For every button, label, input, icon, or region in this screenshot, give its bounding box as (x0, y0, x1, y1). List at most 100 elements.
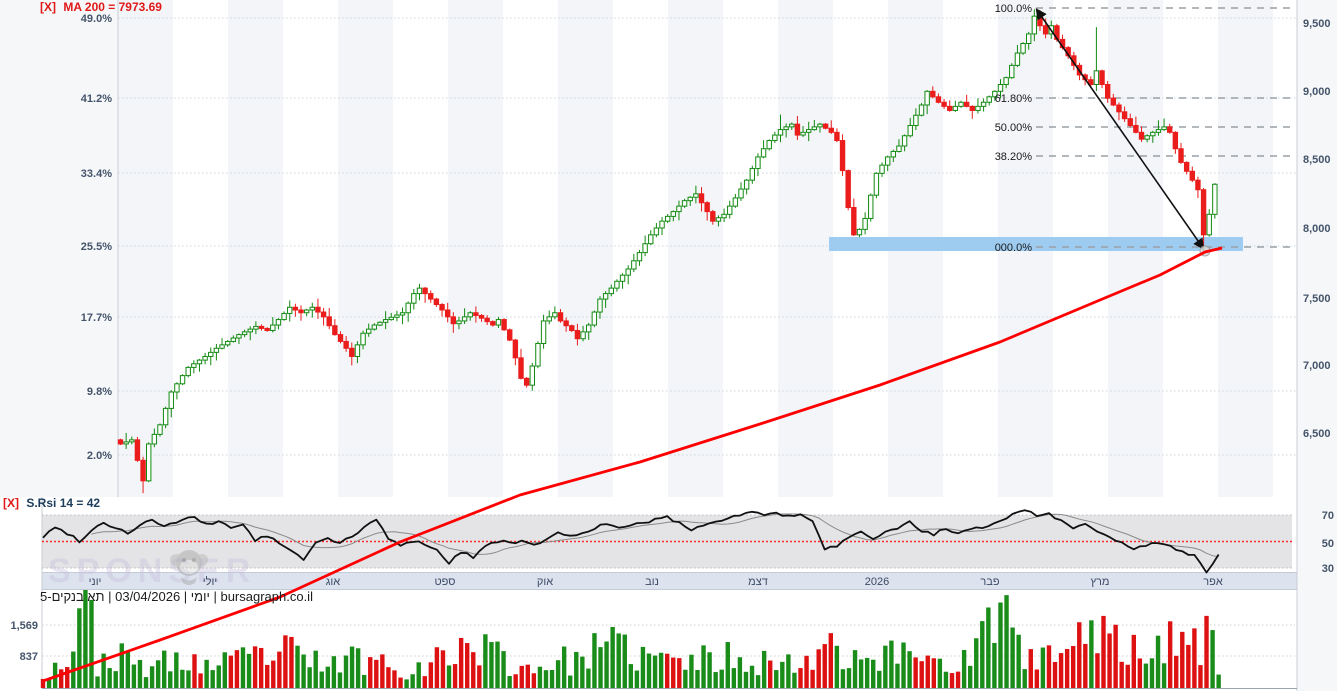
rsi-remove-toggle[interactable]: [X] (3, 496, 19, 510)
y-axis-price-label: 8,500 (1303, 154, 1331, 166)
candle-body (557, 312, 564, 322)
candle-body (721, 213, 727, 219)
candle-body (800, 131, 806, 136)
volume-bar (761, 650, 767, 688)
candle-body (303, 309, 310, 314)
ma-remove-toggle[interactable]: [X] (40, 0, 56, 14)
volume-bar (65, 667, 70, 688)
volume-bar (792, 672, 797, 688)
x-axis-month-label: דצמ (748, 576, 768, 588)
candle-body (1144, 135, 1150, 140)
volume-bar (986, 607, 991, 688)
y-axis-percent-label: 17.7% (81, 312, 112, 324)
volume-bar (1143, 663, 1149, 688)
candle-body (806, 129, 812, 133)
candle-body (636, 252, 643, 262)
candle-body (1003, 77, 1009, 86)
rsi-axis-label: 30 (1322, 563, 1334, 575)
volume-bar (531, 673, 537, 688)
candle-body (619, 274, 626, 282)
candle-body (208, 351, 214, 357)
volume-bar (252, 646, 258, 688)
volume-bar (246, 653, 252, 688)
candle-body (382, 319, 389, 323)
volume-bar (810, 669, 815, 688)
volume-bar (337, 672, 343, 688)
candle-body (591, 311, 598, 326)
candle-body (1031, 15, 1038, 35)
y-axis-percent-label: 25.5% (81, 241, 112, 253)
volume-bar (1071, 646, 1076, 688)
candle-body (202, 355, 208, 361)
candle-body (236, 334, 242, 339)
candle-body (890, 150, 897, 158)
watermark-text: SPONSER (48, 552, 256, 590)
volume-bar (537, 666, 543, 688)
candle-body (241, 331, 248, 336)
candle-body (1150, 131, 1156, 137)
volume-bar (240, 647, 246, 688)
ma-indicator-legend: [X] MA 200 = 7973.69 (40, 0, 162, 14)
volume-bar (640, 646, 646, 688)
watermark-layer: SPONSER (48, 550, 256, 590)
y-axis-price-label: 9,500 (1303, 18, 1331, 30)
volume-bar (713, 672, 718, 688)
volume-bar (925, 655, 930, 688)
candle-body (569, 325, 575, 332)
candle-body (219, 344, 225, 349)
candle-body (580, 331, 586, 340)
candle-body (738, 188, 744, 199)
volume-bar (804, 655, 809, 688)
x-axis-month-label: יוני (89, 576, 102, 588)
candle-body (349, 347, 355, 357)
y-axis-percent-label: 33.4% (81, 168, 112, 180)
x-axis-month-label: אוג (326, 576, 341, 588)
candle-body (1155, 129, 1162, 133)
rsi-legend-label: S.Rsi 14 = 42 (26, 496, 101, 510)
volume-bar (58, 669, 64, 688)
volume-bar (1058, 653, 1064, 688)
volume-bar (864, 657, 870, 688)
volume-bar (961, 649, 967, 688)
volume-bar (40, 678, 46, 688)
volume-bar (1161, 663, 1167, 688)
volume-bar (416, 662, 421, 688)
candle-body (828, 127, 834, 133)
candle-body (388, 316, 394, 321)
candle-body (1167, 126, 1173, 133)
candle-body (456, 320, 462, 325)
volume-bar (1046, 645, 1052, 688)
volume-bar (980, 621, 985, 688)
month-band (558, 0, 613, 497)
candle-body (450, 316, 457, 325)
candle-body (856, 228, 863, 236)
volume-bar (458, 637, 464, 688)
volume-bar (301, 654, 306, 688)
volume-bar (1052, 661, 1058, 688)
volume-bar (513, 674, 518, 688)
candle-body (371, 324, 378, 330)
volume-bar (440, 650, 446, 688)
y-axis-percent-label: 41.2% (81, 93, 112, 105)
volume-bar (1113, 624, 1118, 688)
candle-body (501, 319, 507, 331)
x-axis-strip (42, 573, 1297, 589)
candle-body (1116, 104, 1122, 113)
candle-body (535, 342, 541, 367)
volume-bar (392, 670, 397, 688)
volume-bar (477, 665, 482, 688)
candle-body (484, 317, 490, 323)
candle-body (670, 211, 677, 217)
volume-bar (707, 652, 712, 688)
volume-bar (1040, 647, 1046, 688)
candle-body (896, 145, 902, 152)
volume-bar (858, 659, 864, 688)
candle-body (586, 324, 592, 333)
volume-axis-label: 1,569 (10, 620, 38, 632)
volume-bar (1077, 622, 1082, 688)
volume-bar (398, 677, 403, 688)
volume-bar (719, 669, 724, 688)
